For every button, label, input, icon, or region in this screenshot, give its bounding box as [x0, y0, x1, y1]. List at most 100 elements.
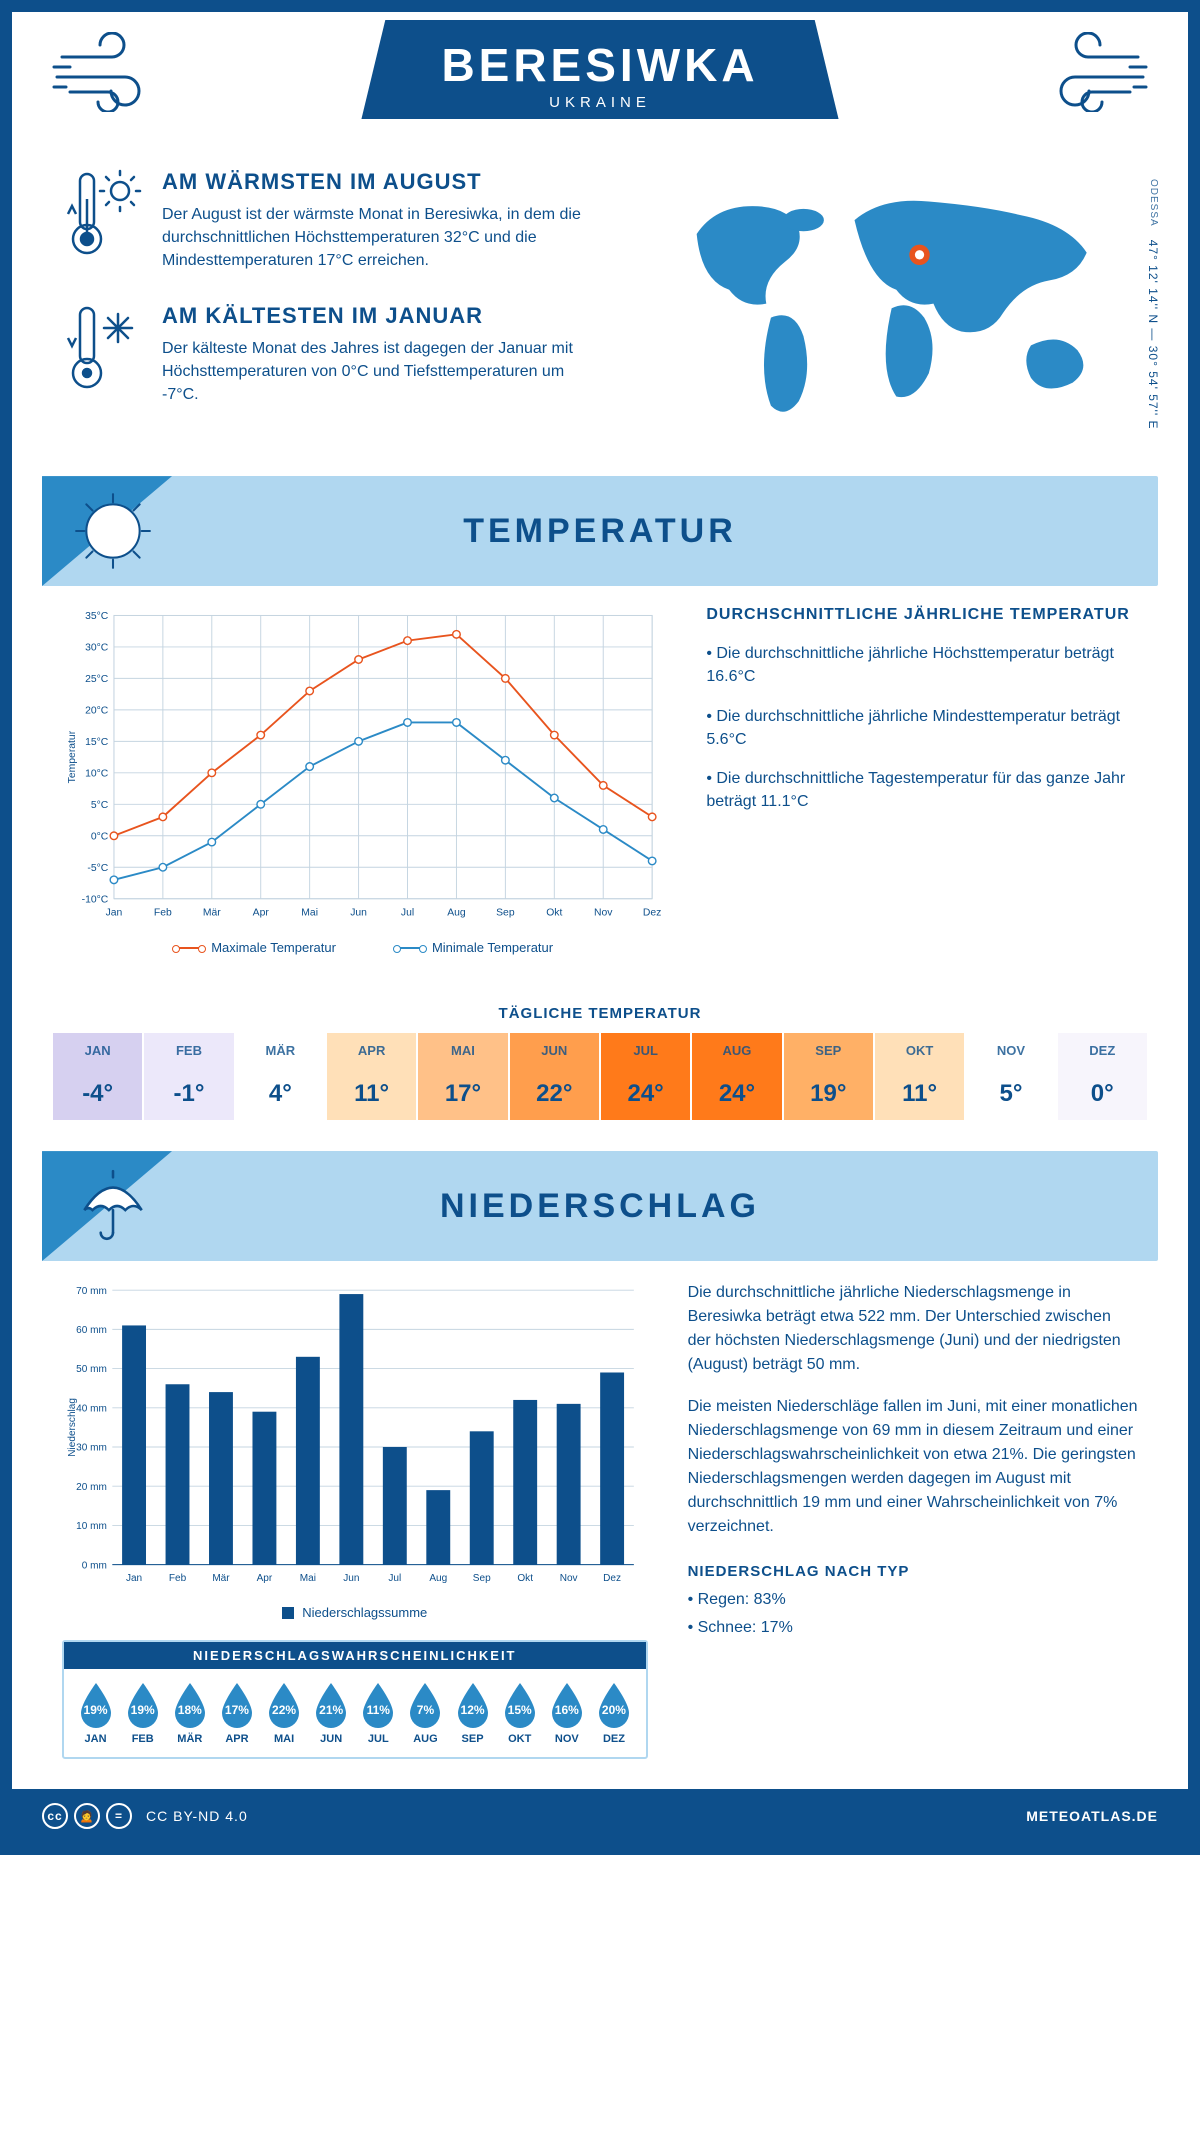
- daily-month: DEZ: [1058, 1033, 1147, 1068]
- daily-value: 11°: [327, 1068, 416, 1120]
- prob-cell: 15% OKT: [496, 1681, 543, 1745]
- svg-text:Jul: Jul: [388, 1573, 401, 1584]
- svg-text:Mär: Mär: [212, 1573, 230, 1584]
- prob-cell: 19% FEB: [119, 1681, 166, 1745]
- daily-month: JAN: [53, 1033, 142, 1068]
- section-precip-title: NIEDERSCHLAG: [42, 1187, 1158, 1226]
- svg-text:60 mm: 60 mm: [76, 1325, 107, 1336]
- daily-cell: SEP 19°: [783, 1032, 874, 1121]
- daily-cell: APR 11°: [326, 1032, 417, 1121]
- svg-text:30 mm: 30 mm: [76, 1443, 107, 1454]
- svg-text:20°C: 20°C: [85, 706, 109, 717]
- temp-bullet-2: • Die durchschnittliche Tagestemperatur …: [706, 767, 1138, 813]
- svg-text:Mär: Mär: [203, 908, 221, 919]
- daily-cell: JAN -4°: [52, 1032, 143, 1121]
- footer: cc 🙍 = CC BY-ND 4.0 METEOATLAS.DE: [12, 1789, 1188, 1843]
- daily-month: NOV: [966, 1033, 1055, 1068]
- thermometer-sun-icon: [62, 169, 142, 259]
- svg-text:Aug: Aug: [429, 1573, 447, 1584]
- raindrop-icon: 20%: [595, 1681, 633, 1729]
- daily-temp-row: JAN -4° FEB -1° MÄR 4° APR 11° MAI 17° J…: [52, 1032, 1148, 1121]
- daily-value: 17°: [418, 1068, 507, 1120]
- svg-text:Niederschlag: Niederschlag: [67, 1398, 78, 1457]
- wind-icon-right: [1028, 32, 1148, 112]
- svg-text:Nov: Nov: [594, 908, 613, 919]
- prob-value: 15%: [501, 1703, 539, 1717]
- legend-min: Minimale Temperatur: [432, 940, 553, 955]
- precip-probability-box: NIEDERSCHLAGSWAHRSCHEINLICHKEIT 19% JAN …: [62, 1640, 648, 1759]
- title-banner: BERESIWKA UKRAINE: [361, 20, 838, 119]
- daily-month: JUL: [601, 1033, 690, 1068]
- prob-cell: 20% DEZ: [590, 1681, 637, 1745]
- raindrop-icon: 22%: [265, 1681, 303, 1729]
- svg-text:10 mm: 10 mm: [76, 1521, 107, 1532]
- daily-value: 11°: [875, 1068, 964, 1120]
- svg-text:Feb: Feb: [169, 1573, 187, 1584]
- fact-coldest: AM KÄLTESTEN IM JANUAR Der kälteste Mona…: [62, 303, 605, 407]
- daily-value: 4°: [236, 1068, 325, 1120]
- daily-month: AUG: [692, 1033, 781, 1068]
- fact-cold-title: AM KÄLTESTEN IM JANUAR: [162, 303, 605, 329]
- world-map: [645, 169, 1138, 429]
- daily-cell: JUN 22°: [509, 1032, 600, 1121]
- daily-month: APR: [327, 1033, 416, 1068]
- prob-value: 7%: [406, 1703, 444, 1717]
- svg-text:15°C: 15°C: [85, 737, 109, 748]
- daily-month: MÄR: [236, 1033, 325, 1068]
- svg-text:Jun: Jun: [350, 908, 367, 919]
- page: BERESIWKA UKRAINE: [0, 0, 1200, 1855]
- svg-text:40 mm: 40 mm: [76, 1404, 107, 1415]
- temp-legend: Maximale Temperatur Minimale Temperatur: [62, 940, 666, 955]
- prob-cell: 11% JUL: [355, 1681, 402, 1745]
- svg-text:Okt: Okt: [517, 1573, 533, 1584]
- hero: BERESIWKA UKRAINE: [12, 12, 1188, 149]
- temp-summary-title: DURCHSCHNITTLICHE JÄHRLICHE TEMPERATUR: [706, 606, 1138, 624]
- svg-text:50 mm: 50 mm: [76, 1364, 107, 1375]
- daily-temp-title: TÄGLICHE TEMPERATUR: [12, 1005, 1188, 1022]
- prob-month: MAI: [261, 1733, 308, 1745]
- daily-cell: MÄR 4°: [235, 1032, 326, 1121]
- temp-bullet-1: • Die durchschnittliche jährliche Mindes…: [706, 705, 1138, 751]
- raindrop-icon: 17%: [218, 1681, 256, 1729]
- raindrop-icon: 12%: [454, 1681, 492, 1729]
- daily-value: 19°: [784, 1068, 873, 1120]
- daily-cell: AUG 24°: [691, 1032, 782, 1121]
- prob-month: MÄR: [166, 1733, 213, 1745]
- coords-value: 47° 12' 14'' N — 30° 54' 57'' E: [1146, 240, 1160, 430]
- sun-icon: [72, 490, 154, 572]
- svg-text:Mai: Mai: [301, 908, 318, 919]
- daily-value: -1°: [144, 1068, 233, 1120]
- svg-text:Feb: Feb: [154, 908, 172, 919]
- prob-cell: 18% MÄR: [166, 1681, 213, 1745]
- temperature-summary: DURCHSCHNITTLICHE JÄHRLICHE TEMPERATUR •…: [706, 606, 1138, 955]
- precip-type-title: NIEDERSCHLAG NACH TYP: [688, 1563, 1138, 1580]
- prob-cell: 21% JUN: [308, 1681, 355, 1745]
- prob-month: APR: [213, 1733, 260, 1745]
- daily-cell: MAI 17°: [417, 1032, 508, 1121]
- daily-value: 22°: [510, 1068, 599, 1120]
- svg-text:Dez: Dez: [643, 908, 661, 919]
- daily-month: JUN: [510, 1033, 599, 1068]
- legend-max: Maximale Temperatur: [211, 940, 336, 955]
- svg-text:10°C: 10°C: [85, 769, 109, 780]
- region-label: ODESSA: [1148, 179, 1159, 227]
- precip-legend: Niederschlagssumme: [302, 1605, 427, 1620]
- precip-type-0: • Regen: 83%: [688, 1588, 1138, 1612]
- prob-month: AUG: [402, 1733, 449, 1745]
- svg-text:30°C: 30°C: [85, 643, 109, 654]
- daily-month: FEB: [144, 1033, 233, 1068]
- prob-month: NOV: [543, 1733, 590, 1745]
- svg-text:25°C: 25°C: [85, 674, 109, 685]
- prob-cell: 22% MAI: [261, 1681, 308, 1745]
- daily-value: -4°: [53, 1068, 142, 1120]
- daily-cell: NOV 5°: [965, 1032, 1056, 1121]
- svg-text:0 mm: 0 mm: [82, 1560, 107, 1571]
- daily-value: 5°: [966, 1068, 1055, 1120]
- raindrop-icon: 11%: [359, 1681, 397, 1729]
- svg-text:Jan: Jan: [106, 908, 123, 919]
- svg-text:Dez: Dez: [603, 1573, 621, 1584]
- section-temperature-title: TEMPERATUR: [42, 512, 1158, 551]
- daily-cell: DEZ 0°: [1057, 1032, 1148, 1121]
- prob-value: 20%: [595, 1703, 633, 1717]
- prob-cell: 7% AUG: [402, 1681, 449, 1745]
